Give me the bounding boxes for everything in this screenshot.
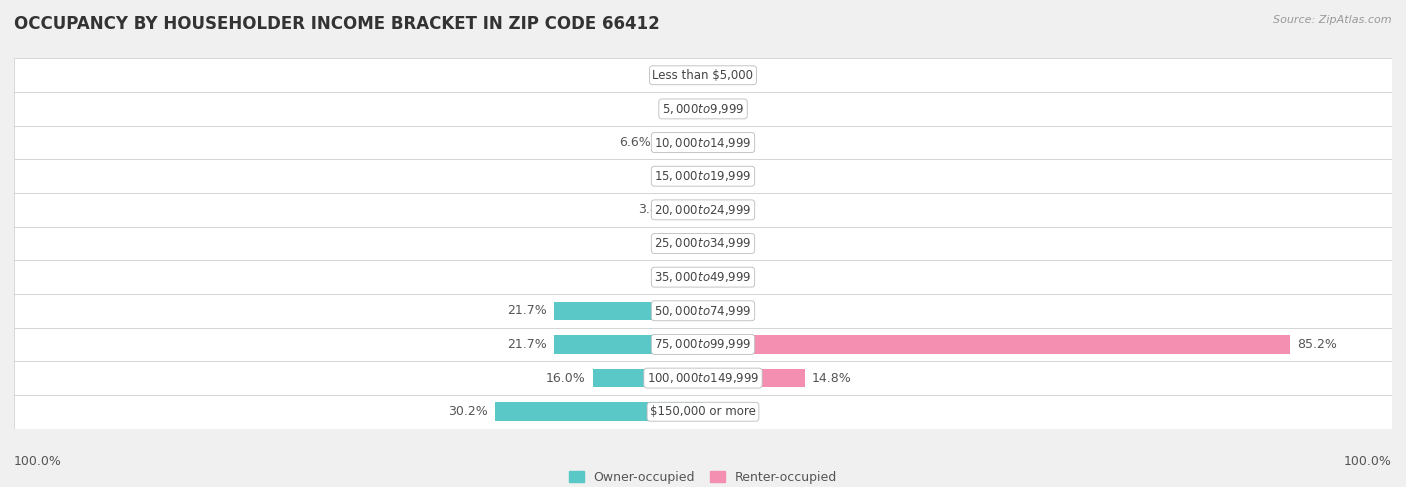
Bar [14,395,1392,429]
Text: $5,000 to $9,999: $5,000 to $9,999 [662,102,744,116]
Text: 0.0%: 0.0% [710,102,742,115]
Text: OCCUPANCY BY HOUSEHOLDER INCOME BRACKET IN ZIP CODE 66412: OCCUPANCY BY HOUSEHOLDER INCOME BRACKET … [14,15,659,33]
Text: 0.0%: 0.0% [664,69,696,82]
Bar [14,261,1392,294]
Bar [703,335,1289,354]
Bar [14,226,1392,261]
Text: 0.0%: 0.0% [710,237,742,250]
Text: $25,000 to $34,999: $25,000 to $34,999 [654,237,752,250]
Bar [658,133,703,152]
Legend: Owner-occupied, Renter-occupied: Owner-occupied, Renter-occupied [564,466,842,487]
Bar [14,92,1392,126]
Text: 0.0%: 0.0% [664,102,696,115]
Bar [593,369,703,387]
Bar [14,58,1392,92]
Text: 21.7%: 21.7% [506,338,547,351]
Text: 100.0%: 100.0% [14,455,62,468]
Bar [495,402,703,421]
Text: 6.6%: 6.6% [619,136,651,149]
Text: 100.0%: 100.0% [1344,455,1392,468]
Text: Source: ZipAtlas.com: Source: ZipAtlas.com [1274,15,1392,25]
Text: 16.0%: 16.0% [546,372,586,385]
Text: 0.0%: 0.0% [710,169,742,183]
Text: 14.8%: 14.8% [811,372,852,385]
Bar [14,126,1392,159]
Text: $75,000 to $99,999: $75,000 to $99,999 [654,337,752,352]
Bar [703,369,806,387]
Bar [14,294,1392,328]
Text: $50,000 to $74,999: $50,000 to $74,999 [654,304,752,318]
Text: Less than $5,000: Less than $5,000 [652,69,754,82]
Bar [676,201,703,219]
Text: 0.0%: 0.0% [710,405,742,418]
Text: 0.0%: 0.0% [710,204,742,216]
Text: 0.0%: 0.0% [664,169,696,183]
Text: 0.0%: 0.0% [710,271,742,283]
Text: $20,000 to $24,999: $20,000 to $24,999 [654,203,752,217]
Text: 30.2%: 30.2% [449,405,488,418]
Text: 85.2%: 85.2% [1296,338,1337,351]
Bar [14,159,1392,193]
Text: 0.0%: 0.0% [664,271,696,283]
Text: 0.0%: 0.0% [710,69,742,82]
Bar [554,301,703,320]
Text: $100,000 to $149,999: $100,000 to $149,999 [647,371,759,385]
Bar [554,335,703,354]
Bar [14,193,1392,226]
Text: $35,000 to $49,999: $35,000 to $49,999 [654,270,752,284]
Bar [14,361,1392,395]
Text: 0.0%: 0.0% [710,136,742,149]
Text: $150,000 or more: $150,000 or more [650,405,756,418]
Text: $10,000 to $14,999: $10,000 to $14,999 [654,135,752,150]
Text: 3.8%: 3.8% [638,204,669,216]
Text: 21.7%: 21.7% [506,304,547,318]
Text: $15,000 to $19,999: $15,000 to $19,999 [654,169,752,183]
Text: 0.0%: 0.0% [664,237,696,250]
Bar [14,328,1392,361]
Text: 0.0%: 0.0% [710,304,742,318]
